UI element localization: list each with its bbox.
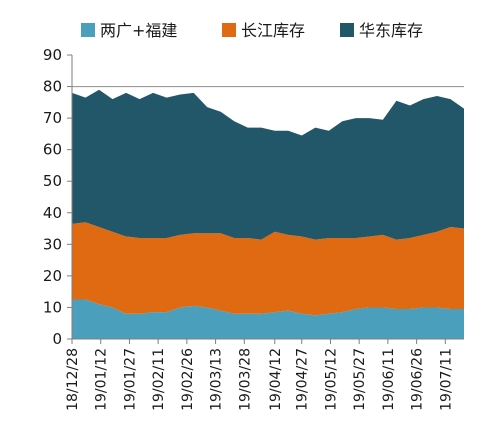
x-tick-label: 19/04/12 <box>268 348 284 411</box>
y-tick-label: 50 <box>43 172 62 190</box>
legend-swatch-1 <box>81 23 95 37</box>
legend: 两广+福建 长江库存 华东库存 <box>81 21 423 40</box>
y-tick-label: 90 <box>43 46 62 64</box>
y-tick-label: 70 <box>43 109 62 127</box>
x-tick-label: 19/05/27 <box>352 348 368 411</box>
y-tick-label: 10 <box>43 298 62 316</box>
x-tick-label: 19/04/27 <box>295 348 311 411</box>
x-tick-label: 19/06/11 <box>381 348 397 411</box>
legend-label-2: 长江库存 <box>241 21 305 40</box>
x-tick-label: 19/05/12 <box>323 348 339 411</box>
y-tick-label: 20 <box>43 267 62 285</box>
x-tick-label: 19/02/26 <box>180 348 196 411</box>
axes <box>71 55 464 340</box>
series-area-1 <box>72 299 464 339</box>
x-tick-label: 19/06/26 <box>410 348 426 411</box>
y-tick-label: 40 <box>43 204 62 222</box>
legend-label-3: 华东库存 <box>359 21 423 40</box>
x-tick-label: 19/03/13 <box>209 348 225 411</box>
x-tick-label: 19/03/28 <box>237 348 253 411</box>
series-area-3 <box>72 89 464 240</box>
x-tick-label: 19/07/11 <box>438 348 454 411</box>
series-area-2 <box>72 222 464 316</box>
x-axis-ticks: 18/12/28 19/01/12 19/01/27 19/02/11 19/02/26… <box>65 339 454 411</box>
x-tick-label: 19/01/12 <box>94 348 110 411</box>
y-axis-ticks: 0 10 20 30 40 50 60 70 80 90 <box>43 46 72 348</box>
y-tick-label: 30 <box>43 235 62 253</box>
x-tick-label: 19/02/11 <box>151 348 167 411</box>
x-tick-label: 19/01/27 <box>122 348 138 411</box>
legend-swatch-3 <box>340 23 354 37</box>
x-tick-label: 18/12/28 <box>65 348 81 411</box>
legend-swatch-2 <box>222 23 236 37</box>
series-areas <box>72 89 464 339</box>
y-tick-label: 80 <box>43 78 62 96</box>
legend-label-1: 两广+福建 <box>100 21 177 40</box>
y-tick-label: 60 <box>43 141 62 159</box>
y-tick-label: 0 <box>52 330 62 348</box>
